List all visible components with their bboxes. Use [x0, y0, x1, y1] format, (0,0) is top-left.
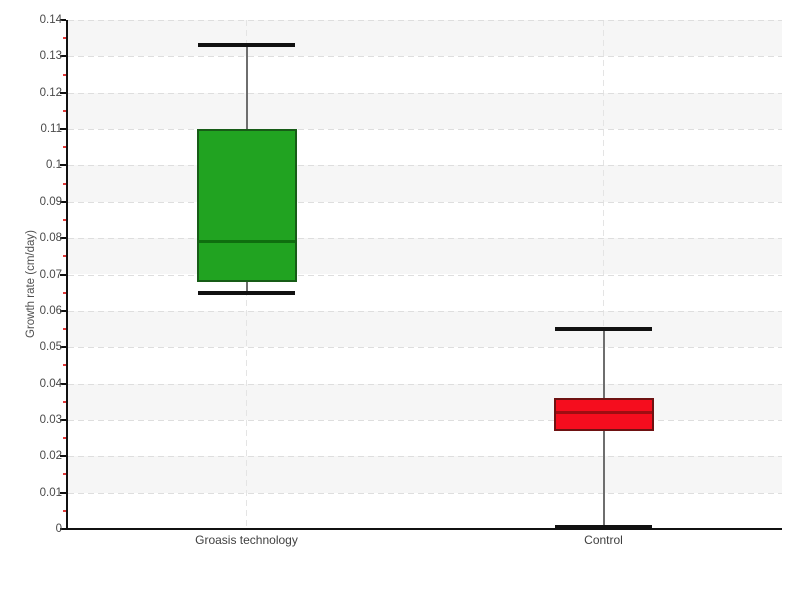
h-gridline	[68, 238, 782, 240]
y-minor-tick	[63, 255, 66, 258]
y-tick-label: 0.09	[39, 195, 62, 208]
y-major-tick	[60, 346, 66, 349]
y-tick-label: 0.13	[39, 50, 62, 63]
y-minor-tick	[63, 328, 66, 331]
y-major-tick	[60, 55, 66, 58]
y-minor-tick	[63, 509, 66, 512]
y-major-tick	[60, 273, 66, 276]
box-groasis	[196, 129, 297, 282]
x-axis-line	[66, 528, 782, 530]
h-gridline	[68, 165, 782, 167]
plot-area	[68, 20, 782, 530]
grid-band	[68, 383, 782, 420]
h-gridline	[68, 92, 782, 94]
y-major-tick	[60, 309, 66, 312]
h-gridline	[68, 347, 782, 349]
y-major-tick	[60, 382, 66, 385]
whisker-cap-top	[555, 327, 652, 332]
h-gridline	[68, 56, 782, 58]
y-major-tick	[60, 91, 66, 94]
h-gridline	[68, 383, 782, 385]
median-line	[198, 240, 295, 244]
y-minor-tick	[63, 364, 66, 367]
y-minor-tick	[63, 73, 66, 76]
y-major-tick	[60, 237, 66, 240]
h-gridline	[68, 419, 782, 421]
whisker-cap-top	[198, 43, 295, 48]
y-major-tick	[60, 455, 66, 458]
grid-band	[68, 92, 782, 130]
y-minor-tick	[63, 182, 66, 185]
y-tick-label: 0.05	[39, 341, 62, 354]
grid-band	[68, 20, 782, 57]
whisker-cap-bottom	[555, 525, 652, 530]
grid-band	[68, 165, 782, 202]
y-minor-tick	[63, 473, 66, 476]
y-major-tick	[60, 491, 66, 494]
y-tick-label: 0.14	[39, 14, 62, 26]
y-major-tick	[60, 19, 66, 21]
h-gridline	[68, 20, 782, 21]
median-line	[555, 411, 652, 415]
y-major-tick	[60, 528, 66, 530]
y-tick-label: 0	[55, 523, 62, 535]
y-axis-line	[66, 20, 68, 530]
h-gridline	[68, 456, 782, 458]
h-gridline	[68, 201, 782, 203]
y-minor-tick	[63, 109, 66, 112]
y-minor-tick	[63, 218, 66, 221]
y-tick-label: 0.1	[46, 159, 62, 172]
box-control	[553, 398, 654, 431]
h-gridline	[68, 492, 782, 494]
y-tick-label: 0.11	[40, 123, 62, 136]
y-tick-label: 0.08	[39, 232, 62, 245]
grid-band	[68, 456, 782, 493]
y-tick-label: 0.04	[39, 377, 62, 390]
y-tick-label: 0.01	[39, 486, 62, 499]
grid-band	[68, 238, 782, 275]
y-tick-label: 0.02	[39, 450, 62, 463]
y-major-tick	[60, 200, 66, 203]
grid-band	[68, 310, 782, 348]
y-tick-label: 0.12	[39, 86, 62, 99]
x-category-label: Groasis technology	[195, 533, 298, 547]
y-minor-tick	[63, 400, 66, 403]
y-minor-tick	[63, 437, 66, 440]
x-category-label: Control	[584, 533, 623, 547]
h-gridline	[68, 310, 782, 312]
y-tick-label: 0.07	[39, 268, 62, 281]
y-major-tick	[60, 128, 66, 131]
y-axis-title: Growth rate (cm/day)	[25, 230, 37, 338]
y-major-tick	[60, 164, 66, 167]
y-major-tick	[60, 418, 66, 421]
y-minor-tick	[63, 146, 66, 149]
h-gridline	[68, 129, 782, 131]
y-minor-tick	[63, 291, 66, 294]
y-tick-label: 0.06	[39, 304, 62, 317]
y-minor-tick	[63, 37, 66, 40]
y-tick-label: 0.03	[39, 413, 62, 426]
whisker-cap-bottom	[198, 290, 295, 295]
h-gridline	[68, 274, 782, 276]
